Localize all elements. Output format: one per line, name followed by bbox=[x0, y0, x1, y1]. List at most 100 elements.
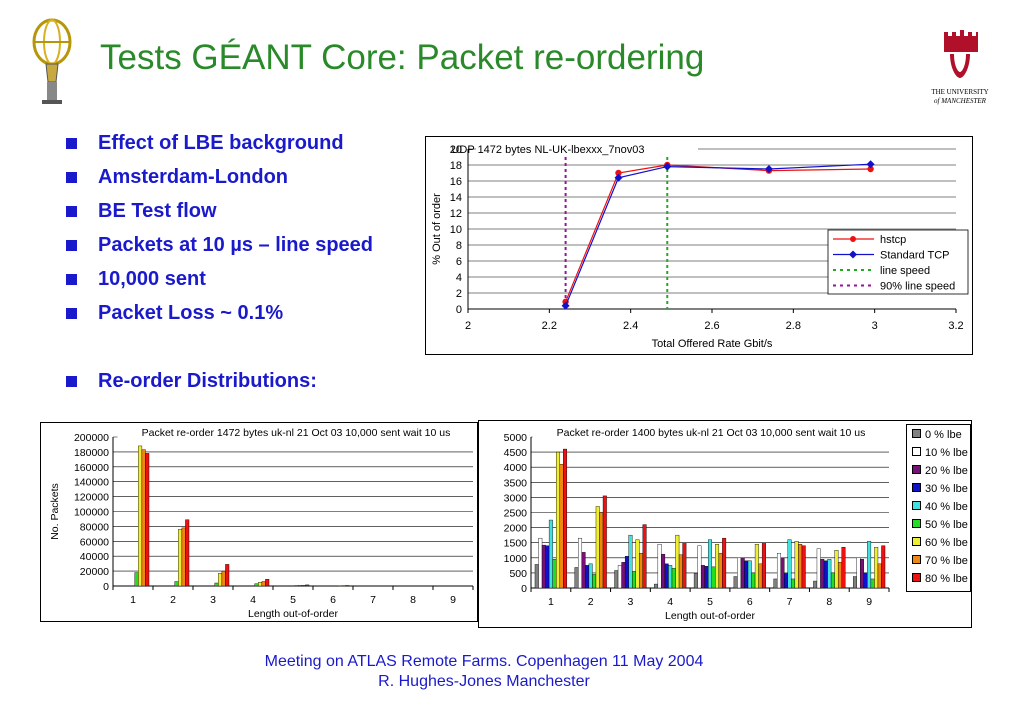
bar bbox=[538, 537, 543, 589]
bullet-item: 10,000 sent bbox=[66, 266, 373, 300]
bar bbox=[614, 570, 619, 589]
bar bbox=[642, 524, 647, 589]
bullet-item: BE Test flow bbox=[66, 198, 373, 232]
bar bbox=[559, 463, 564, 589]
bar bbox=[853, 576, 857, 589]
bar bbox=[867, 540, 872, 589]
bar bbox=[218, 573, 223, 587]
bar-chart-1400-panel: 0 500 1000 1500 2000 2500 3000 3500 4000 4500 5000… bbox=[478, 420, 972, 628]
chart-title: Packet re-order 1400 bytes uk-nl 21 Oct … bbox=[557, 427, 866, 439]
y-tick-label: 3000 bbox=[504, 492, 528, 504]
line-chart-panel: 0 2 4 6 8 10 12 14 16 18 20 2 2.2 2.4 2.6 2.8 3 3.2 Total … bbox=[425, 136, 973, 355]
y-tick-label: 16 bbox=[450, 176, 462, 188]
bar bbox=[145, 453, 150, 587]
bar bbox=[700, 565, 705, 589]
bar bbox=[595, 506, 600, 589]
legend-swatch bbox=[912, 483, 921, 492]
bullet-text: Re-order Distributions: bbox=[98, 370, 317, 392]
y-axis-label: % Out of order bbox=[431, 193, 443, 265]
data-point bbox=[866, 160, 875, 169]
series-line-hstcp bbox=[565, 164, 871, 303]
y-tick-label: 100000 bbox=[74, 507, 109, 519]
y-tick-label: 60000 bbox=[80, 536, 109, 548]
bar bbox=[773, 578, 778, 589]
footer-line1: Meeting on ATLAS Remote Farms. Copenhage… bbox=[264, 653, 704, 670]
y-tick-label: 40000 bbox=[80, 551, 109, 563]
data-point bbox=[867, 165, 874, 173]
manchester-crest bbox=[944, 30, 978, 78]
x-tick-label: 6 bbox=[747, 596, 753, 608]
bullet-list: Effect of LBE background Amsterdam-Londo… bbox=[66, 130, 373, 334]
bar bbox=[874, 547, 879, 589]
bar bbox=[581, 552, 586, 589]
bar bbox=[823, 560, 828, 589]
bar bbox=[794, 540, 799, 589]
bar bbox=[722, 537, 727, 589]
bar bbox=[341, 585, 346, 587]
bar bbox=[761, 542, 766, 589]
y-tick-label: 0 bbox=[521, 583, 527, 595]
bar bbox=[334, 585, 339, 587]
bullet-item: Packet Loss ~ 0.1% bbox=[66, 300, 373, 334]
y-tick-label: 500 bbox=[509, 568, 527, 580]
legend-marker bbox=[850, 236, 856, 242]
legend-label: 0 % lbe bbox=[925, 429, 962, 441]
bullet-square-icon bbox=[66, 206, 77, 217]
legend-swatch bbox=[912, 501, 921, 510]
university-line2: of MANCHESTER bbox=[934, 97, 986, 105]
bar bbox=[801, 545, 806, 589]
bar bbox=[737, 557, 742, 589]
bullet-item: Effect of LBE background bbox=[66, 130, 373, 164]
bar bbox=[654, 583, 659, 589]
bullet-item: Amsterdam-London bbox=[66, 164, 373, 198]
legend-item: 40 % lbe bbox=[912, 501, 968, 513]
y-tick-label: 140000 bbox=[74, 477, 109, 489]
bullet-square-icon bbox=[66, 172, 77, 183]
x-tick-label: 4 bbox=[250, 594, 256, 606]
bar bbox=[780, 557, 785, 589]
bar bbox=[294, 585, 299, 587]
bar bbox=[174, 581, 179, 587]
y-tick-label: 200000 bbox=[74, 432, 109, 444]
legend-item: 0 % lbe bbox=[912, 429, 962, 441]
chart-title: UDP 1472 bytes NL-UK-lbexxx_7nov03 bbox=[451, 144, 644, 156]
bar bbox=[134, 572, 139, 587]
legend-label: 80 % lbe bbox=[925, 573, 968, 585]
bar bbox=[708, 539, 712, 589]
y-tick-label: 4 bbox=[456, 272, 462, 284]
data-point bbox=[764, 165, 773, 173]
x-tick-label: 2 bbox=[465, 320, 471, 332]
bar bbox=[534, 564, 539, 589]
y-tick-label: 180000 bbox=[74, 447, 109, 459]
legend-label: 50 % lbe bbox=[925, 519, 968, 531]
bar bbox=[225, 564, 230, 587]
x-tick-label: 7 bbox=[787, 596, 793, 608]
bar bbox=[552, 559, 557, 589]
y-tick-label: 2000 bbox=[504, 523, 528, 535]
x-tick-label: 5 bbox=[707, 596, 713, 608]
x-tick-label: 2 bbox=[588, 596, 594, 608]
bar bbox=[545, 545, 550, 589]
bar bbox=[261, 581, 266, 587]
bar bbox=[301, 585, 306, 587]
bar-chart-1472-panel: 0 20000 40000 60000 80000 100000 120000 140000 1… bbox=[40, 422, 478, 622]
y-tick-label: 0 bbox=[456, 304, 462, 316]
x-tick-label: 9 bbox=[450, 594, 456, 606]
bar bbox=[697, 545, 702, 589]
legend-item: 30 % lbe bbox=[912, 483, 968, 495]
y-tick-label: 160000 bbox=[74, 462, 109, 474]
bar bbox=[305, 584, 310, 587]
bar bbox=[624, 556, 629, 589]
y-tick-label: 12 bbox=[450, 208, 462, 220]
chart-title-bg bbox=[117, 426, 475, 439]
bar bbox=[704, 566, 709, 589]
bar bbox=[754, 544, 759, 589]
x-tick-label: 8 bbox=[410, 594, 416, 606]
y-tick-label: 2 bbox=[456, 288, 462, 300]
bar bbox=[138, 445, 143, 587]
legend-item: 70 % lbe bbox=[912, 555, 968, 567]
y-tick-label: 3500 bbox=[504, 477, 528, 489]
bar bbox=[178, 529, 183, 587]
x-tick-label: 9 bbox=[866, 596, 872, 608]
